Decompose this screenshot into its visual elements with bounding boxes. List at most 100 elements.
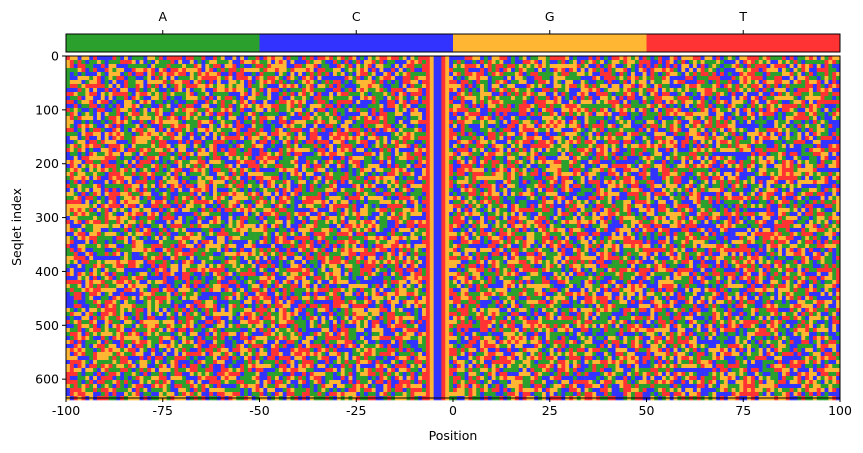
heatmap-cell xyxy=(453,68,458,73)
heatmap-cell xyxy=(472,88,477,93)
heatmap-cell xyxy=(429,92,434,97)
heatmap-cell xyxy=(534,128,539,133)
heatmap-cell xyxy=(623,116,628,121)
heatmap-cell xyxy=(209,136,214,141)
heatmap-cell xyxy=(379,148,384,153)
heatmap-cell xyxy=(127,60,133,65)
heatmap-cell xyxy=(247,136,253,141)
heatmap-cell xyxy=(216,104,222,109)
heatmap-cell xyxy=(774,104,779,109)
heatmap-cell xyxy=(545,128,551,133)
heatmap-cell xyxy=(816,72,821,77)
heatmap-cell xyxy=(193,92,198,97)
heatmap-cell xyxy=(240,152,245,157)
heatmap-cell xyxy=(414,120,419,125)
heatmap-cell xyxy=(631,104,636,109)
heatmap-cell xyxy=(689,76,694,81)
heatmap-cell xyxy=(464,96,469,101)
heatmap-cell xyxy=(437,88,442,93)
heatmap-cell xyxy=(634,140,640,145)
heatmap-cell xyxy=(665,124,671,129)
heatmap-cell xyxy=(100,80,105,85)
heatmap-cell xyxy=(650,124,655,129)
heatmap-cell xyxy=(85,144,90,149)
heatmap-cell xyxy=(147,136,152,141)
heatmap-cell xyxy=(96,128,102,133)
heatmap-cell xyxy=(495,56,500,61)
heatmap-cell xyxy=(344,84,349,89)
heatmap-cell xyxy=(557,116,562,121)
heatmap-cell xyxy=(66,96,71,101)
heatmap-cell xyxy=(739,140,744,145)
heatmap-cell xyxy=(545,112,551,117)
heatmap-cell xyxy=(77,120,82,125)
heatmap-cell xyxy=(360,60,365,65)
heatmap-cell xyxy=(298,152,303,157)
heatmap-cell xyxy=(89,80,94,85)
heatmap-cell xyxy=(460,104,465,109)
heatmap-cell xyxy=(228,84,233,89)
heatmap-cell xyxy=(511,136,516,141)
heatmap-cell xyxy=(634,60,640,65)
heatmap-cell xyxy=(363,96,369,101)
heatmap-cell xyxy=(329,116,334,121)
heatmap-cell xyxy=(700,144,705,149)
heatmap-cell xyxy=(182,104,187,109)
heatmap-cell xyxy=(232,132,237,137)
heatmap-cell xyxy=(182,148,187,153)
heatmap-cell xyxy=(588,136,593,141)
heatmap-cell xyxy=(576,56,582,61)
heatmap-cell xyxy=(313,68,318,73)
heatmap-cell xyxy=(124,84,129,89)
heatmap-cell xyxy=(352,148,357,153)
heatmap-cell xyxy=(654,92,659,97)
heatmap-cell xyxy=(321,112,326,117)
heatmap-cell xyxy=(298,100,303,105)
heatmap-cell xyxy=(170,72,175,77)
heatmap-cell xyxy=(151,140,156,145)
heatmap-cell xyxy=(124,152,129,157)
heatmap-cell xyxy=(418,144,423,149)
heatmap-cell xyxy=(433,72,438,77)
heatmap-cell xyxy=(720,136,725,141)
heatmap-cell xyxy=(476,132,481,137)
heatmap-cell xyxy=(220,56,225,61)
heatmap-cell xyxy=(793,76,798,81)
heatmap-cell xyxy=(224,132,229,137)
heatmap-cell xyxy=(785,92,790,97)
heatmap-cell xyxy=(66,64,71,69)
heatmap-cell xyxy=(743,56,748,61)
heatmap-cell xyxy=(220,120,225,125)
heatmap-cell xyxy=(344,88,349,93)
heatmap-cell xyxy=(456,132,462,137)
heatmap-cell xyxy=(139,88,144,93)
heatmap-cell xyxy=(634,124,640,129)
heatmap-cell xyxy=(391,56,396,61)
heatmap-cell xyxy=(189,148,195,153)
heatmap-cell xyxy=(383,128,388,133)
heatmap-cell xyxy=(375,148,380,153)
heatmap-cell xyxy=(483,124,489,129)
heatmap-cell xyxy=(619,64,624,69)
heatmap-cell xyxy=(619,72,624,77)
heatmap-cell xyxy=(96,120,102,125)
heatmap-cell xyxy=(545,108,551,113)
heatmap-cell xyxy=(576,72,582,77)
heatmap-cell xyxy=(588,108,593,113)
heatmap-cell xyxy=(487,88,492,93)
heatmap-cell xyxy=(820,112,825,117)
heatmap-cell xyxy=(723,64,729,69)
heatmap-cell xyxy=(158,140,164,145)
heatmap-cell xyxy=(174,116,179,121)
heatmap-cell xyxy=(69,108,75,113)
heatmap-cell xyxy=(348,76,353,81)
heatmap-cell xyxy=(104,140,109,145)
heatmap-cell xyxy=(797,120,802,125)
heatmap-cell xyxy=(216,56,222,61)
heatmap-cell xyxy=(124,76,129,81)
heatmap-cell xyxy=(73,108,78,113)
heatmap-cell xyxy=(286,152,291,157)
heatmap-cell xyxy=(750,68,756,73)
heatmap-cell xyxy=(445,144,450,149)
heatmap-cell xyxy=(220,60,225,65)
